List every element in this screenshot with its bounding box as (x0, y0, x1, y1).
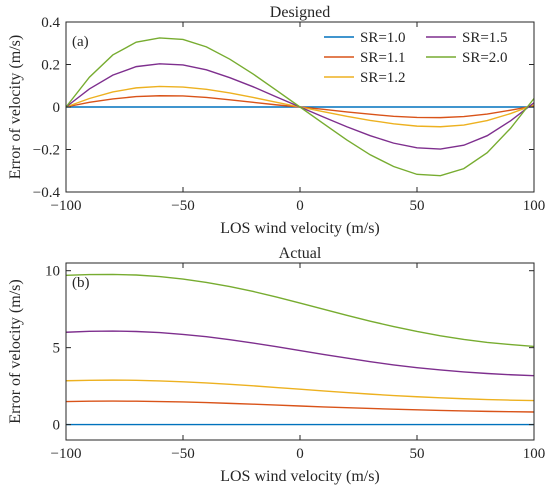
y-tick-label: 0 (53, 418, 61, 434)
x-tick-label: 50 (410, 446, 425, 462)
series-line-sr-2-0 (65, 37, 535, 177)
legend-item: SR=1.5 (426, 30, 508, 46)
legend-label: SR=1.2 (360, 70, 406, 86)
legend-item: SR=2.0 (426, 50, 508, 66)
panel-label: (a) (72, 34, 89, 50)
x-tick-label: 100 (523, 446, 546, 462)
legend-item: SR=1.2 (324, 70, 406, 86)
y-axis-label: Error of velocity (m/s) (7, 35, 24, 179)
x-tick-label: −50 (171, 198, 194, 214)
y-axis-label: Error of velocity (m/s) (7, 279, 24, 423)
y-tick-label: −0.4 (33, 185, 61, 201)
legend-label: SR=2.0 (462, 50, 508, 66)
series-line-3 (65, 330, 535, 377)
x-axis-label: LOS wind velocity (m/s) (220, 220, 380, 237)
y-tick-label: −0.2 (33, 143, 60, 159)
panel-actual: −100 −50 0 50 100 0 5 10 Actual LOS wind velocity… (7, 245, 545, 485)
y-tick-label: 0 (53, 100, 61, 116)
chart-title: Actual (279, 245, 322, 262)
legend-label: SR=1.1 (360, 50, 406, 66)
chart-title: Designed (270, 4, 330, 21)
y-tick-label: 0.4 (41, 15, 60, 31)
x-tick-label: −50 (171, 446, 194, 462)
plot-frame (65, 262, 535, 441)
x-tick-label: 0 (296, 446, 304, 462)
series-line-4 (65, 273, 535, 348)
x-tick-label: −100 (51, 198, 82, 214)
x-tick-label: −100 (51, 446, 82, 462)
panel-designed: −100 −50 0 50 100 −0.4 −0.2 0 0.2 0.4 Designed LOS … (7, 4, 545, 237)
x-tick-label: 50 (410, 198, 425, 214)
x-tick-label: 100 (523, 198, 546, 214)
legend-label: SR=1.0 (360, 30, 406, 46)
legend-label: SR=1.5 (462, 30, 508, 46)
legend-item: SR=1.0 (324, 30, 406, 46)
y-tick-label: 0.2 (41, 58, 60, 74)
legend-item: SR=1.1 (324, 50, 406, 66)
x-axis-label: LOS wind velocity (m/s) (220, 468, 380, 485)
panel-label: (b) (72, 275, 90, 291)
y-tick-label: 5 (53, 341, 61, 357)
x-tick-label: 0 (296, 198, 304, 214)
series-line-1 (65, 400, 535, 413)
y-tick-label: 10 (45, 264, 60, 280)
series-line-2 (65, 379, 535, 402)
